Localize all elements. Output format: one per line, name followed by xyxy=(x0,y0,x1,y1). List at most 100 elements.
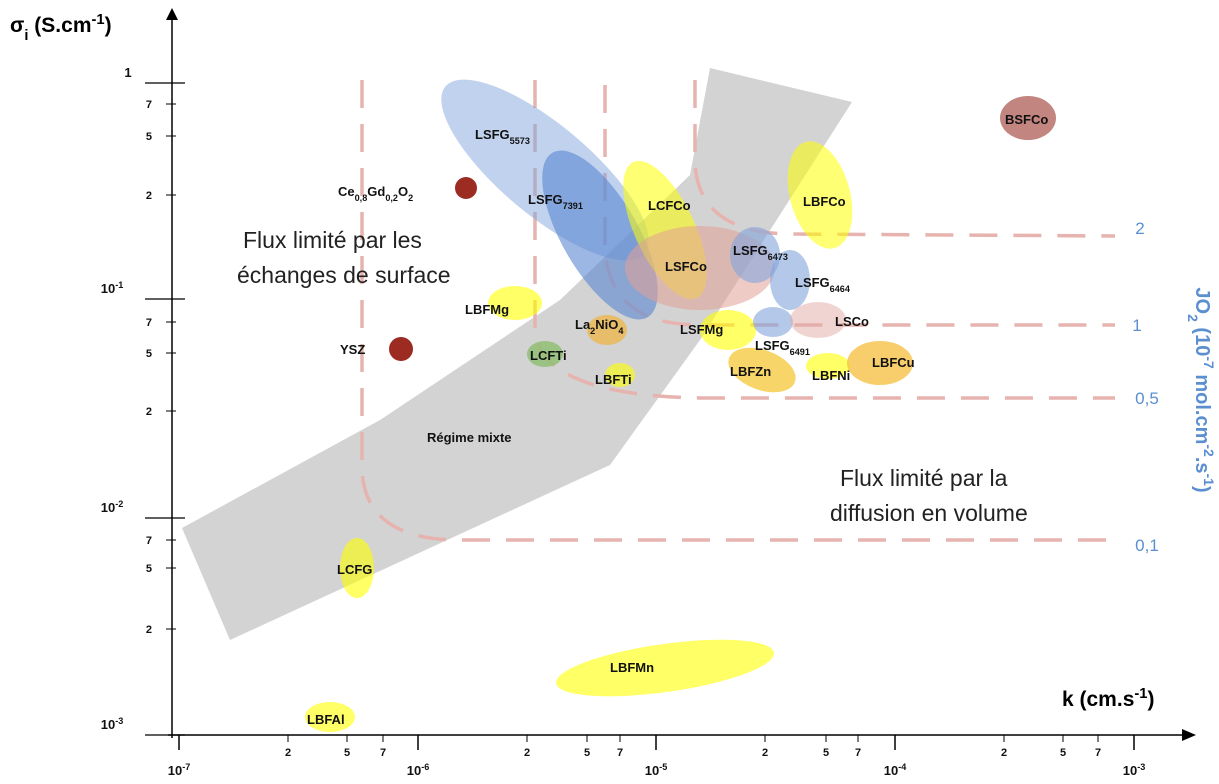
material-label: LSFCo xyxy=(665,259,707,274)
text-part: 10 xyxy=(101,500,115,515)
material-label: LSFG6491 xyxy=(755,338,810,357)
material-label: LSFG6464 xyxy=(795,275,851,294)
text-part: 10 xyxy=(1123,763,1137,778)
flux-level: 0,5 xyxy=(1135,389,1159,408)
ellipse xyxy=(806,353,850,379)
text-part: NiO xyxy=(595,317,618,332)
ellipse xyxy=(556,639,774,697)
text-part: 0,2 xyxy=(385,193,398,203)
x-minor-label: 5 xyxy=(344,747,350,759)
region-label: diffusion en volume xyxy=(830,500,1028,526)
y-minor-label: 2 xyxy=(146,190,152,202)
text-part: 10 xyxy=(645,763,659,778)
text-part: ) xyxy=(1191,486,1213,493)
y-minor-label: 7 xyxy=(146,99,152,111)
text-part: 2 xyxy=(408,193,413,203)
text-part: LSFMg xyxy=(680,322,723,337)
text-part: -1 xyxy=(92,12,105,28)
text-part: LSFG xyxy=(795,275,830,290)
text-part: LBFTi xyxy=(595,372,632,387)
x-tick-label: 10-3 xyxy=(1123,762,1146,778)
text-part: 6473 xyxy=(768,252,788,262)
material-label: LSCo xyxy=(835,314,869,329)
ellipse xyxy=(770,250,810,310)
dot xyxy=(455,177,477,199)
text-part: k (cm.s xyxy=(1062,688,1134,711)
material-label: LBFCo xyxy=(803,194,846,209)
x-minor-label: 5 xyxy=(823,747,829,759)
region-label: échanges de surface xyxy=(237,262,451,288)
text-part: 10 xyxy=(884,763,898,778)
text-part: -3 xyxy=(1137,762,1145,772)
text-part: BSFCo xyxy=(1005,112,1048,127)
x-tick-label: 10-4 xyxy=(884,762,907,778)
text-part: -5 xyxy=(659,762,667,772)
ellipses xyxy=(305,79,1056,732)
text-part: La xyxy=(575,317,591,332)
x-axis-title: k (cm.s-1) xyxy=(1062,686,1154,711)
y-minor-label: 2 xyxy=(146,406,152,418)
x-tick-label: 10-5 xyxy=(645,762,668,778)
material-label: LSFG6473 xyxy=(733,243,788,262)
material-label: LCFG xyxy=(337,562,372,577)
text-part: 4 xyxy=(618,326,624,336)
text-part: 0,8 xyxy=(355,193,368,203)
text-part: LBFCu xyxy=(872,355,915,370)
ellipse xyxy=(790,302,846,338)
x-minor-label: 2 xyxy=(285,747,291,759)
text-part: 1 xyxy=(124,65,131,80)
y-tick-label: 10-3 xyxy=(101,716,124,732)
ellipse xyxy=(753,307,793,337)
text-part: σ xyxy=(10,14,24,37)
text-part: .s xyxy=(1191,457,1213,474)
ellipse xyxy=(730,227,780,283)
text-part: LSCo xyxy=(835,314,869,329)
material-label: LSFG7391 xyxy=(528,192,583,211)
ellipse xyxy=(488,286,542,320)
y-minor-label: 5 xyxy=(146,563,152,575)
text-part: -2 xyxy=(115,499,123,509)
text-part: -1 xyxy=(1134,686,1147,702)
material-label: LBFAl xyxy=(307,712,345,727)
text-part: LBFCo xyxy=(803,194,846,209)
text-part: LBFNi xyxy=(812,368,850,383)
text-part: (S.cm xyxy=(28,14,91,37)
material-label: LCFCo xyxy=(648,198,691,213)
text-part: -4 xyxy=(898,762,907,772)
x-tick-label: 10-7 xyxy=(168,762,191,778)
boundary-0-1 xyxy=(360,80,1115,542)
text-part: LSFCo xyxy=(665,259,707,274)
y-axis-title: σi (S.cm-1) xyxy=(10,12,112,44)
text-part: -2 xyxy=(1201,444,1217,457)
text-part: LCFCo xyxy=(648,198,691,213)
text-part: mol.cm xyxy=(1191,369,1213,445)
x-minor-label: 2 xyxy=(524,747,530,759)
text-part: LBFMg xyxy=(465,302,509,317)
x-minor-label: 5 xyxy=(1060,747,1066,759)
x-minor-label: 7 xyxy=(855,747,861,759)
y-tick-label: 10-1 xyxy=(101,280,124,296)
text-part: LSFG xyxy=(755,338,790,353)
text-part: LSFG xyxy=(475,127,510,142)
text-part: LCFTi xyxy=(530,348,567,363)
text-part: LSFG xyxy=(733,243,768,258)
x-minor-label: 5 xyxy=(584,747,590,759)
text-part: 6464 xyxy=(830,284,851,294)
text-part: 2 xyxy=(590,326,595,336)
material-label: La2NiO4 xyxy=(575,317,624,336)
material-label: LBFMn xyxy=(610,660,654,675)
text-part: LBFZn xyxy=(730,364,771,379)
material-label: LSFG5573 xyxy=(475,127,530,146)
region-label: Flux limité par la xyxy=(840,465,1008,491)
material-label: LBFNi xyxy=(812,368,850,383)
x-minor-label: 7 xyxy=(1095,747,1101,759)
material-label: LBFCu xyxy=(872,355,915,370)
y-minor-label: 7 xyxy=(146,535,152,547)
x-minor-label: 2 xyxy=(762,747,768,759)
boundary-0-5 xyxy=(533,80,1115,400)
y-minor-label: 5 xyxy=(146,131,152,143)
dot xyxy=(389,337,413,361)
text-part: -1 xyxy=(1201,474,1217,487)
text-part: YSZ xyxy=(340,342,365,357)
ellipse xyxy=(587,315,627,345)
